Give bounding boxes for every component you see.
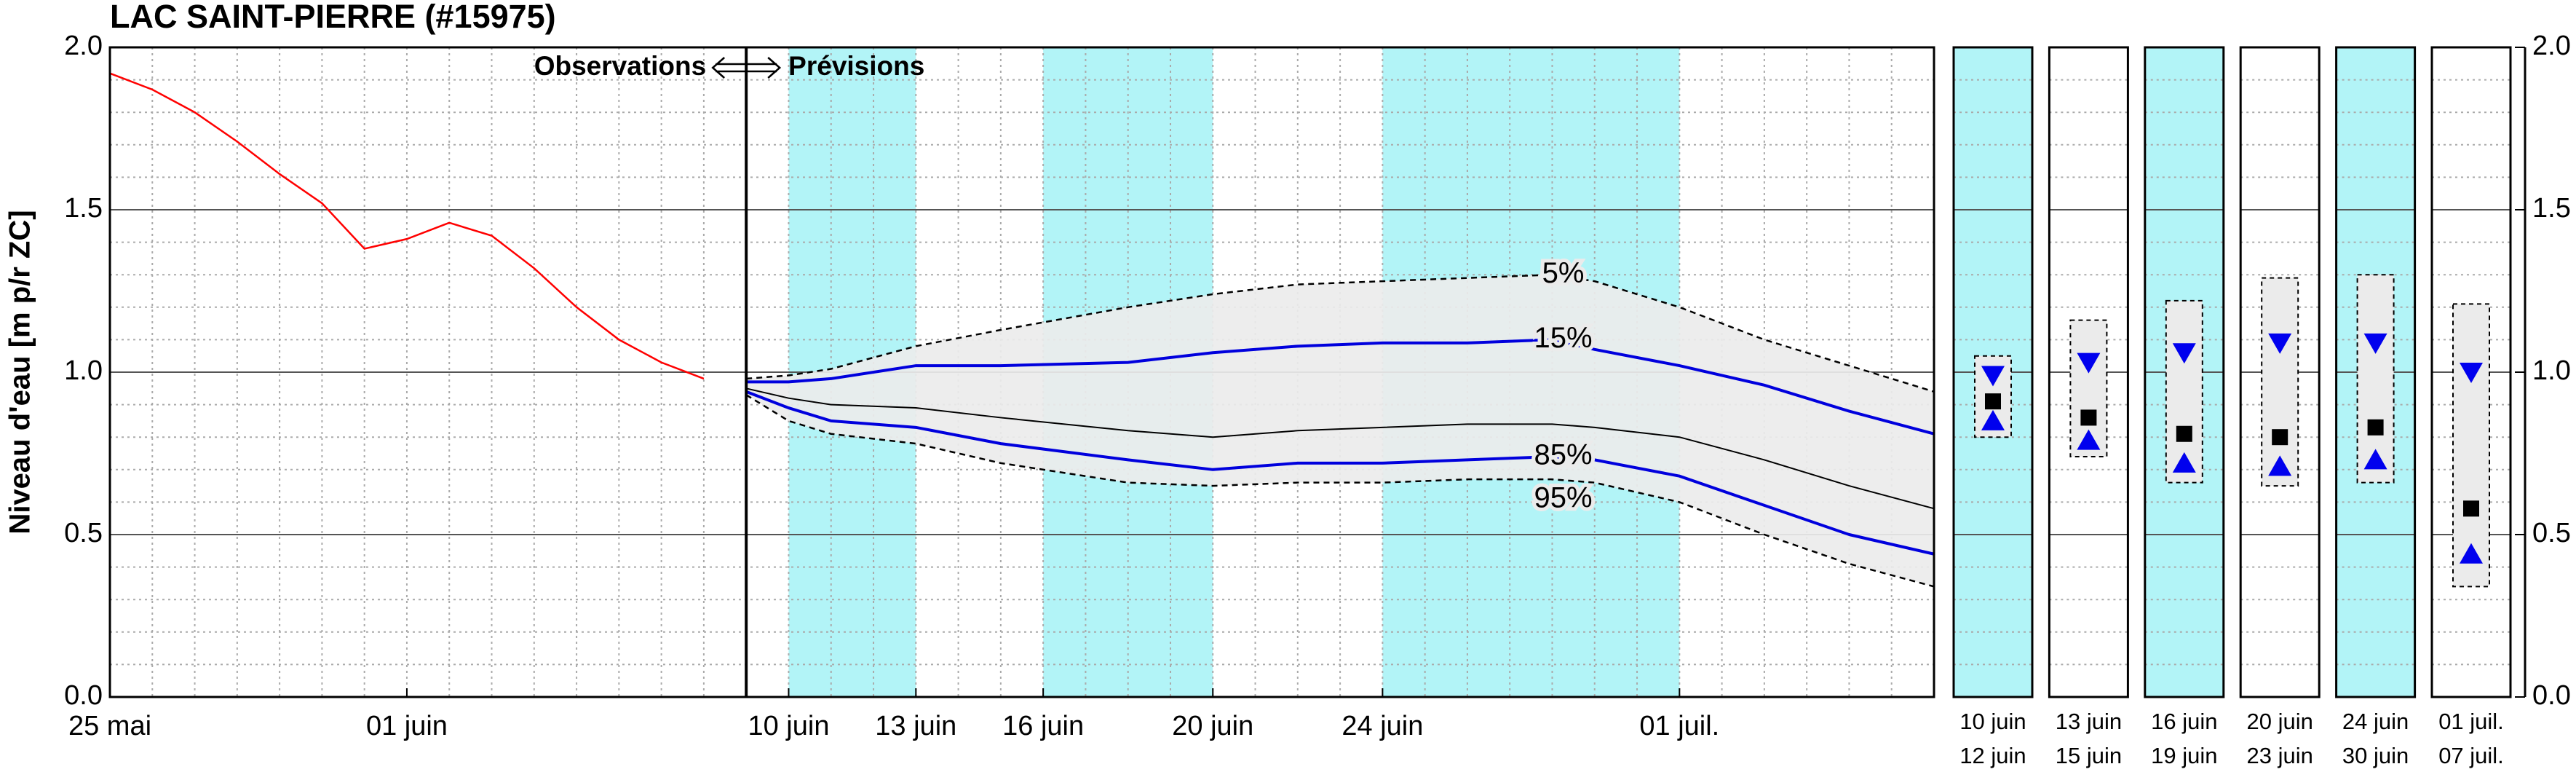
median-marker xyxy=(2367,419,2384,436)
y-tick-label: 2.0 xyxy=(2532,31,2571,61)
y-axis-label: Niveau d'eau [m p/r ZC] xyxy=(4,210,36,534)
period-start-label: 16 juin xyxy=(2151,709,2217,734)
percentile-marker xyxy=(2172,343,2196,364)
y-tick-label: 0.0 xyxy=(64,680,103,711)
panel-frame xyxy=(2239,46,2321,698)
percentile-marker xyxy=(2363,333,2387,354)
range-box xyxy=(2452,303,2490,588)
percentile-marker xyxy=(2268,455,2292,476)
range-box xyxy=(2356,274,2395,484)
y-tick-label: 1.5 xyxy=(64,193,103,224)
series-line xyxy=(745,390,1935,556)
panel-frame xyxy=(2335,46,2417,698)
series-label: 5% xyxy=(1542,257,1585,289)
median-marker xyxy=(2176,425,2192,442)
median-marker xyxy=(2463,500,2479,517)
period-start-label: 24 juin xyxy=(2342,709,2409,734)
y-tick-label: 1.5 xyxy=(2532,193,2571,224)
percentile-marker xyxy=(2077,352,2101,374)
percentile-marker xyxy=(2460,543,2483,564)
series-line xyxy=(746,338,1935,436)
percentile-marker xyxy=(1981,409,2005,430)
series-line xyxy=(745,387,1935,510)
panel-frame xyxy=(2430,46,2512,698)
percentile-marker xyxy=(2077,429,2101,450)
percentile-band xyxy=(746,275,1934,587)
y-tick-label: 0.5 xyxy=(2532,518,2571,548)
x-tick-label: 01 juin xyxy=(366,711,448,741)
period-start-label: 20 juin xyxy=(2247,709,2313,734)
period-end-label: 12 juin xyxy=(1959,743,2026,768)
x-tick-label: 10 juin xyxy=(748,711,829,741)
series-label: 85% xyxy=(1534,439,1592,471)
percentile-marker xyxy=(2268,333,2292,354)
range-box xyxy=(2261,277,2299,487)
plot-frame xyxy=(108,46,1935,698)
period-end-label: 15 juin xyxy=(2056,743,2122,768)
period-start-label: 10 juin xyxy=(1959,709,2026,734)
x-tick-label: 20 juin xyxy=(1172,711,1253,741)
x-tick-label: 25 mai xyxy=(68,711,151,741)
series-line xyxy=(746,273,1935,393)
y-tick-label: 2.0 xyxy=(64,31,103,61)
percentile-marker xyxy=(2363,449,2387,470)
period-end-label: 23 juin xyxy=(2247,743,2313,768)
annotation-observations: Observations xyxy=(534,51,706,81)
y-tick-label: 1.0 xyxy=(2532,355,2571,386)
period-start-label: 13 juin xyxy=(2056,709,2122,734)
x-tick-label: 16 juin xyxy=(1002,711,1084,741)
percentile-marker xyxy=(1981,366,2005,387)
x-tick-label: 24 juin xyxy=(1341,711,1423,741)
annotation-previsions: Prévisions xyxy=(788,51,924,81)
period-end-label: 07 juil. xyxy=(2438,743,2504,768)
series-line xyxy=(745,394,1935,588)
y-tick-label: 1.0 xyxy=(64,355,103,386)
series-label: 15% xyxy=(1534,322,1592,354)
y-tick-label: 0.5 xyxy=(64,518,103,548)
panel-frame xyxy=(1952,46,2034,698)
median-marker xyxy=(2272,429,2288,446)
panel-frame xyxy=(2144,46,2225,698)
period-end-label: 30 juin xyxy=(2342,743,2409,768)
chart-title: LAC SAINT-PIERRE (#15975) xyxy=(110,0,556,35)
x-tick-label: 13 juin xyxy=(875,711,956,741)
series-line xyxy=(109,72,705,380)
y-tick-label: 0.0 xyxy=(2532,680,2571,711)
panel-frame xyxy=(2048,46,2129,698)
median-marker xyxy=(1985,393,2001,410)
series-label: 95% xyxy=(1534,482,1592,514)
annotation-arrow xyxy=(711,57,782,79)
percentile-marker xyxy=(2172,452,2196,473)
median-marker xyxy=(2080,409,2097,426)
period-end-label: 19 juin xyxy=(2151,743,2217,768)
percentile-marker xyxy=(2460,363,2483,383)
period-start-label: 01 juil. xyxy=(2438,709,2504,734)
x-tick-label: 01 juil. xyxy=(1639,711,1719,741)
